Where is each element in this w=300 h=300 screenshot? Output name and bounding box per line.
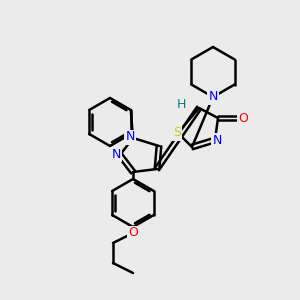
Text: O: O (238, 112, 248, 124)
Text: N: N (111, 148, 121, 160)
Text: H: H (176, 98, 186, 110)
Text: N: N (208, 91, 218, 103)
Text: N: N (125, 130, 135, 143)
Text: S: S (173, 127, 181, 140)
Text: N: N (212, 134, 222, 146)
Text: O: O (128, 226, 138, 239)
